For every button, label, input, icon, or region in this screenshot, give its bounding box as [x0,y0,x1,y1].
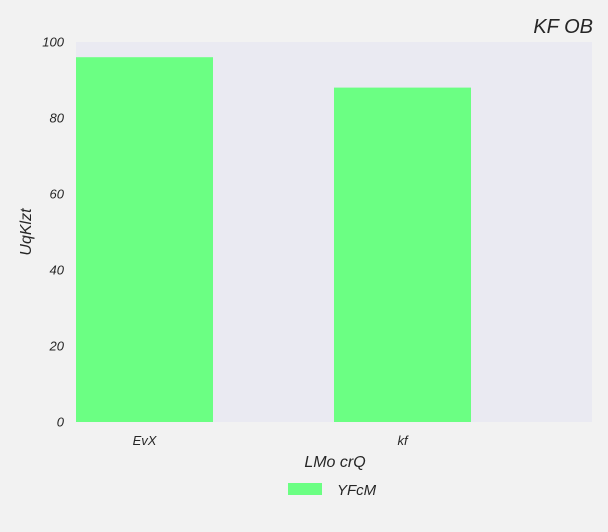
x-tick-label: kf [397,433,409,448]
y-tick-label: 40 [50,263,65,278]
x-tick-label: EvX [133,433,158,448]
bar-kf [334,87,471,422]
y-axis-label: UqKlzt [18,208,35,256]
x-ticks-group: EvX kf [133,433,409,448]
y-ticks-group: 0 20 40 60 80 100 [42,35,64,430]
legend-label: YFcM [337,482,377,499]
y-tick-label: 0 [57,415,65,430]
y-tick-label: 100 [42,35,64,50]
y-tick-label: 80 [50,111,65,126]
bar-evx [76,57,213,422]
y-tick-label: 20 [49,339,65,354]
y-tick-label: 60 [50,187,65,202]
legend-swatch [288,483,322,495]
x-axis-label: LMo crQ [304,454,365,471]
legend: YFcM [288,482,377,499]
chart-title: KF OB [533,16,593,38]
bars-group [76,57,471,422]
